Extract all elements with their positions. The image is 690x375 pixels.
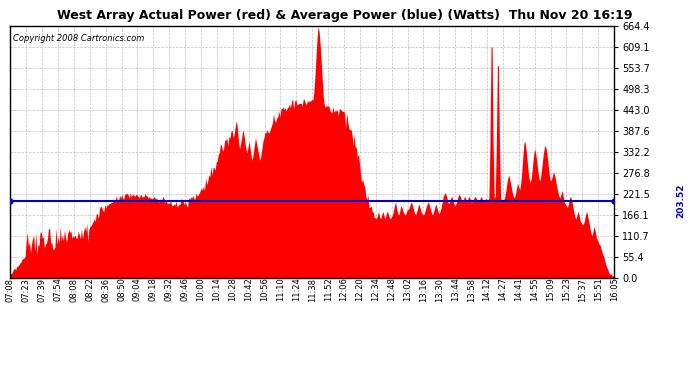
Text: 14:12: 14:12 <box>482 278 491 301</box>
Text: 13:02: 13:02 <box>403 278 412 302</box>
Text: 08:50: 08:50 <box>117 278 126 302</box>
Text: 13:16: 13:16 <box>419 278 428 302</box>
Text: 15:51: 15:51 <box>593 278 602 301</box>
Text: 16:05: 16:05 <box>609 278 619 302</box>
Text: 07:39: 07:39 <box>38 278 47 302</box>
Text: 07:08: 07:08 <box>6 278 15 302</box>
Text: 12:34: 12:34 <box>371 278 380 302</box>
Text: 15:37: 15:37 <box>578 278 586 302</box>
Text: 10:42: 10:42 <box>244 278 253 301</box>
Text: 07:54: 07:54 <box>54 278 63 302</box>
Text: West Array Actual Power (red) & Average Power (blue) (Watts)  Thu Nov 20 16:19: West Array Actual Power (red) & Average … <box>57 9 633 22</box>
Text: 12:06: 12:06 <box>339 278 348 302</box>
Text: 09:04: 09:04 <box>133 278 142 301</box>
Text: 13:58: 13:58 <box>466 278 475 302</box>
Text: 203.52: 203.52 <box>676 183 685 218</box>
Text: 07:23: 07:23 <box>22 278 31 302</box>
Text: 09:18: 09:18 <box>149 278 158 302</box>
Text: 12:20: 12:20 <box>355 278 364 301</box>
Text: 13:44: 13:44 <box>451 278 460 302</box>
Text: 11:10: 11:10 <box>276 278 285 301</box>
Text: 09:32: 09:32 <box>165 278 174 302</box>
Text: 10:00: 10:00 <box>197 278 206 301</box>
Text: 12:48: 12:48 <box>387 278 396 302</box>
Text: 14:41: 14:41 <box>514 278 523 301</box>
Text: 11:38: 11:38 <box>308 278 317 302</box>
Text: 11:24: 11:24 <box>292 278 301 301</box>
Text: 10:56: 10:56 <box>260 278 269 302</box>
Text: 10:28: 10:28 <box>228 278 237 302</box>
Text: Copyright 2008 Cartronics.com: Copyright 2008 Cartronics.com <box>13 34 145 43</box>
Text: 08:36: 08:36 <box>101 278 110 302</box>
Text: 15:23: 15:23 <box>562 278 571 302</box>
Text: 15:09: 15:09 <box>546 278 555 301</box>
Text: 13:30: 13:30 <box>435 278 444 302</box>
Text: 08:08: 08:08 <box>70 278 79 302</box>
Text: 14:55: 14:55 <box>530 278 539 301</box>
Text: 14:27: 14:27 <box>498 278 507 302</box>
Text: 11:52: 11:52 <box>324 278 333 301</box>
Text: 09:46: 09:46 <box>181 278 190 302</box>
Text: 08:22: 08:22 <box>86 278 95 302</box>
Text: 10:14: 10:14 <box>213 278 221 301</box>
